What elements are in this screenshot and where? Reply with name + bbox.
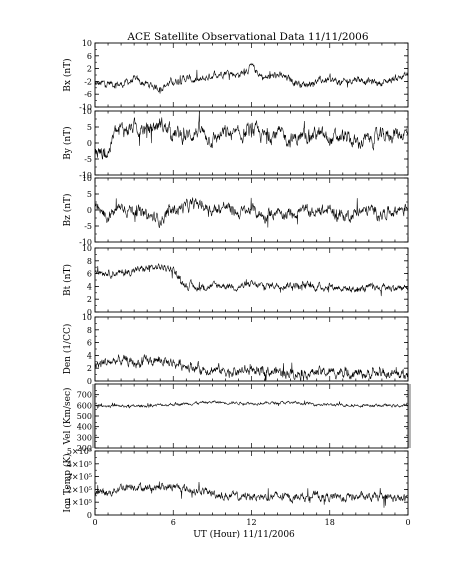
data-series-line [94, 481, 409, 508]
panel-1: 10 6 2 -2 -6 -10 Bx (nT) [62, 39, 409, 112]
y-tick-label: 4×10⁵ [67, 460, 92, 469]
panel-frame [94, 42, 409, 108]
gray-edge-right [408, 384, 411, 448]
y-tick-label: 0 [87, 139, 92, 148]
y-tick-label: 10 [82, 174, 92, 183]
y-tick-label: 4 [87, 282, 92, 291]
y-tick-label: -10 [79, 103, 92, 112]
y-tick-label: 1×10⁵ [67, 498, 92, 507]
y-tick-label: -10 [79, 171, 92, 180]
y-tick-label: 4 [87, 351, 92, 360]
y-tick-label: 0 [87, 308, 92, 317]
x-tick-label: 18 [325, 518, 335, 527]
x-axis-label: UT (Hour) 11/11/2006 [193, 529, 295, 540]
panel-5: 10 8 6 4 2 0 Den (1/CC) [62, 313, 409, 386]
y-tick-label: 6 [87, 270, 92, 279]
y-tick-label: 6 [87, 52, 92, 61]
panels-group: 10 6 2 -2 -6 -10 Bx (nT) 10 5 0 -5 -10 By (nT) 10 5 0 -5… [62, 39, 411, 527]
y-axis-label: Vel (Km/sec) [62, 387, 73, 445]
y-tick-label: 0 [87, 511, 92, 520]
y-tick-label: -5 [84, 222, 92, 231]
x-tick-label: 12 [246, 518, 256, 527]
chart-title: ACE Satellite Observational Data 11/11/2… [126, 31, 368, 43]
x-tick-label: 0 [405, 518, 410, 527]
y-axis-label: Bz (nT) [62, 193, 73, 226]
y-tick-label: 2×10⁵ [67, 485, 92, 494]
y-tick-label: 0 [87, 377, 92, 386]
y-tick-label: 300 [77, 433, 92, 442]
panel-4: 10 8 6 4 2 0 Bt (nT) [62, 244, 409, 317]
data-series-line [94, 62, 409, 94]
y-tick-label: 0 [87, 206, 92, 215]
x-tick-label: 0 [92, 518, 97, 527]
y-tick-label: -6 [84, 90, 92, 99]
panel-2: 10 5 0 -5 -10 By (nT) [62, 107, 409, 180]
gray-edge-left [92, 384, 95, 448]
data-series-line [94, 197, 409, 229]
panel-frame [94, 383, 409, 449]
panel-7: 5×10⁵ 4×10⁵ 3×10⁵ 2×10⁵ 1×10⁵ 0 Ion Temp (K) [62, 447, 409, 520]
y-tick-label: 10 [82, 244, 92, 253]
y-tick-label: -10 [79, 238, 92, 247]
y-tick-label: 700 [77, 391, 92, 400]
y-tick-label: 10 [82, 39, 92, 48]
y-tick-label: 600 [77, 401, 92, 410]
y-axis-label: Ion Temp (K) [62, 453, 73, 512]
data-series-line [94, 354, 409, 382]
y-tick-label: 6 [87, 339, 92, 348]
y-tick-label: 5 [87, 190, 92, 199]
y-tick-label: 8 [87, 257, 92, 266]
y-tick-label: 400 [77, 423, 92, 432]
panel-3: 10 5 0 -5 -10 Bz (nT) [62, 174, 409, 247]
y-tick-label: 5×10⁵ [67, 447, 92, 456]
y-axis-label: Den (1/CC) [62, 324, 73, 375]
y-tick-label: -5 [84, 155, 92, 164]
y-tick-label: 2 [87, 65, 92, 74]
y-axis-label: Bx (nT) [62, 58, 73, 91]
y-tick-label: 2 [87, 364, 92, 373]
data-series-line [94, 110, 409, 160]
y-tick-label: 3×10⁵ [67, 473, 92, 482]
y-tick-label: 2 [87, 295, 92, 304]
y-tick-label: 10 [82, 107, 92, 116]
data-series-line [94, 262, 409, 297]
y-tick-label: 500 [77, 412, 92, 421]
y-tick-label: 8 [87, 326, 92, 335]
y-tick-label: 5 [87, 123, 92, 132]
x-tick-label: 6 [171, 518, 176, 527]
panel-frame [94, 450, 409, 516]
y-axis-label: Bt (nT) [62, 264, 73, 296]
y-tick-label: 10 [82, 313, 92, 322]
y-tick-label: -2 [84, 77, 92, 86]
data-series-line [94, 400, 409, 409]
y-axis-label: By (nT) [62, 126, 73, 159]
y-tick-label: 200 [77, 444, 92, 453]
